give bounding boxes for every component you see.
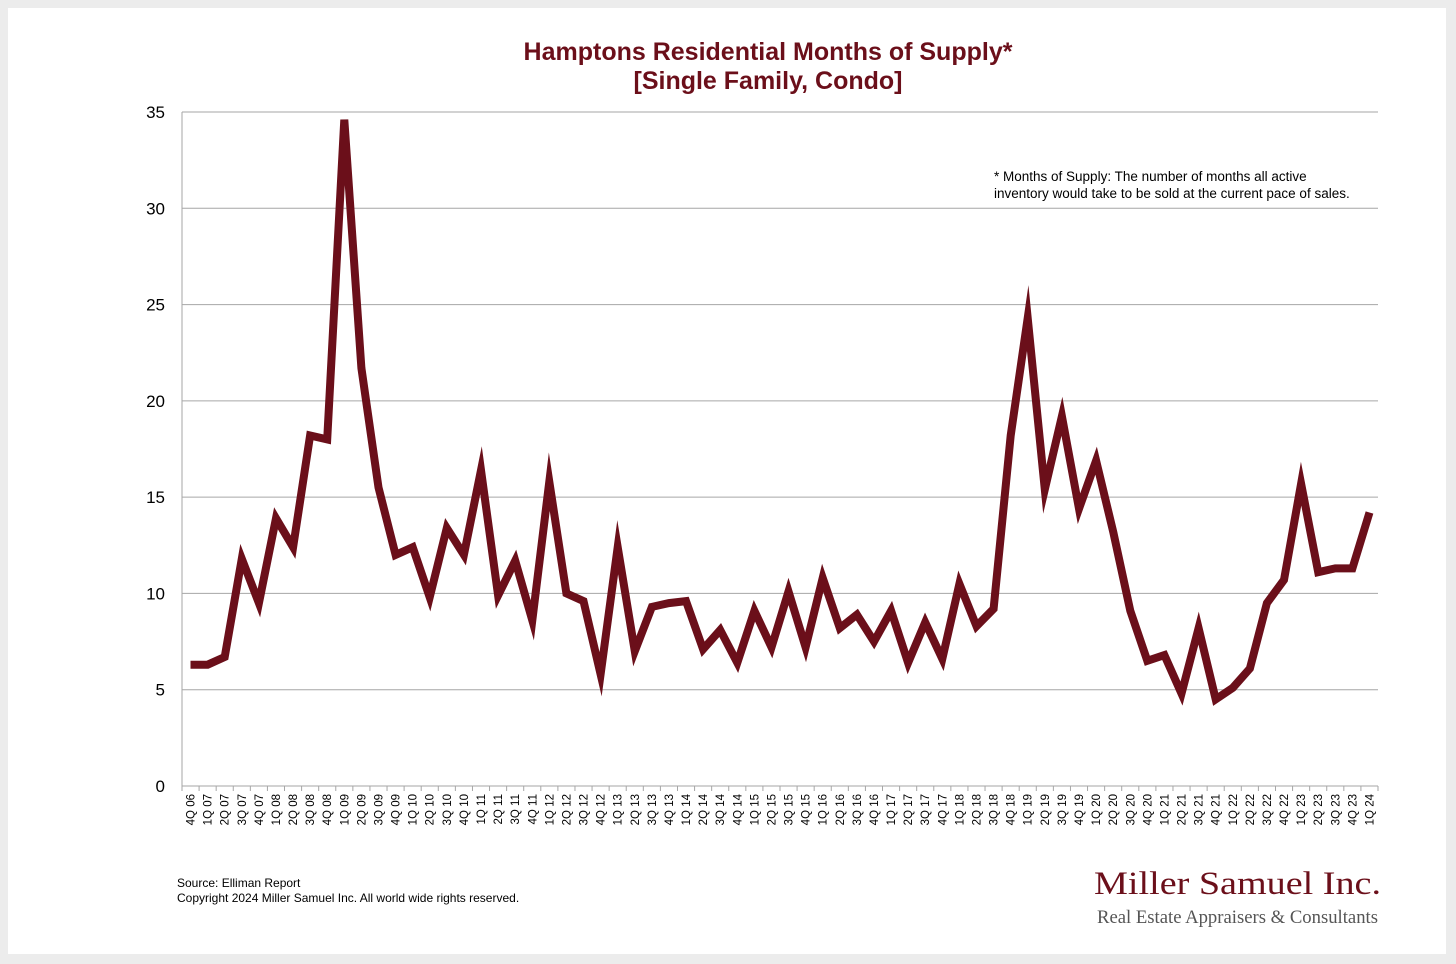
- x-tick-label: 4Q 11: [527, 794, 539, 824]
- chart-title: Hamptons Residential Months of Supply*: [524, 38, 1013, 66]
- x-tick-label: 2Q 17: [903, 794, 915, 825]
- annotation-line-2: inventory would take to be sold at the c…: [994, 186, 1350, 201]
- x-tick-label: 4Q 22: [1279, 794, 1291, 825]
- y-tick-label: 0: [156, 777, 165, 796]
- x-tick-label: 4Q 18: [1006, 794, 1018, 825]
- x-tick-label: 1Q 11: [476, 794, 488, 824]
- x-tick-label: 1Q 19: [1023, 794, 1035, 825]
- x-tick-label: 3Q 23: [1330, 794, 1342, 825]
- x-tick-label: 3Q 19: [1057, 794, 1069, 825]
- x-tick-label: 3Q 09: [373, 794, 385, 825]
- x-tick-label: 1Q 24: [1364, 793, 1376, 825]
- series-line: [190, 119, 1374, 706]
- x-tick-label: 4Q 13: [664, 794, 676, 825]
- y-tick-label: 30: [146, 199, 165, 218]
- x-tick-label: 2Q 14: [698, 793, 710, 825]
- x-tick-label: 2Q 21: [1177, 794, 1189, 825]
- x-tick-label: 3Q 08: [305, 794, 317, 825]
- x-tick-label: 3Q 22: [1262, 794, 1274, 825]
- x-tick-label: 4Q 19: [1074, 794, 1086, 825]
- x-tick-label: 4Q 10: [459, 794, 471, 825]
- x-tick-label: 3Q 12: [579, 794, 591, 825]
- x-tick-label: 1Q 07: [203, 794, 215, 825]
- x-tick-label: 4Q 16: [869, 794, 881, 825]
- y-tick-label: 15: [146, 488, 165, 507]
- series-layer: [190, 119, 1374, 706]
- line-chart: Hamptons Residential Months of Supply* […: [146, 38, 1381, 928]
- x-tick-label: 4Q 17: [937, 794, 949, 825]
- x-tick-label: 3Q 14: [715, 793, 727, 825]
- x-tick-label: 3Q 13: [647, 794, 659, 825]
- x-tick-label: 1Q 16: [818, 794, 830, 825]
- x-tick-label: 4Q 14: [732, 793, 744, 825]
- x-tick-label: 1Q 13: [613, 794, 625, 825]
- chart-subtitle: [Single Family, Condo]: [634, 67, 903, 95]
- annotation-line-1: * Months of Supply: The number of months…: [994, 169, 1307, 184]
- x-tick-label: 1Q 14: [681, 793, 693, 825]
- x-tick-label: 3Q 11: [510, 794, 522, 824]
- x-tick-label: 2Q 23: [1313, 794, 1325, 825]
- x-tick-label: 4Q 08: [322, 794, 334, 825]
- axes: [181, 112, 1378, 787]
- x-tick-label: 4Q 09: [391, 794, 403, 825]
- x-tick-label: 3Q 07: [237, 794, 249, 825]
- x-tick-label: 1Q 23: [1296, 794, 1308, 825]
- x-tick-label: 1Q 09: [339, 794, 351, 825]
- x-tick-label: 1Q 10: [408, 794, 420, 825]
- x-tick-label: 2Q 10: [425, 794, 437, 825]
- x-tick-label: 3Q 21: [1194, 794, 1206, 825]
- y-tick-label: 5: [156, 681, 165, 700]
- source-note: Source: Elliman Report: [177, 876, 301, 890]
- x-tick-label: 2Q 09: [356, 794, 368, 825]
- x-tick-label: 2Q 16: [835, 794, 847, 825]
- x-tick-label: 1Q 08: [271, 794, 283, 825]
- x-tick-label: 2Q 13: [630, 794, 642, 825]
- x-tick-label: 1Q 12: [544, 794, 556, 825]
- x-tick-label: 1Q 22: [1228, 794, 1240, 825]
- x-tick-label: 1Q 18: [954, 794, 966, 825]
- y-tick-label: 25: [146, 296, 165, 315]
- x-tick-label: 4Q 23: [1347, 794, 1359, 825]
- x-tick-label: 3Q 17: [920, 794, 932, 825]
- x-tick-label: 1Q 17: [886, 794, 898, 825]
- x-tick-label: 3Q 20: [1125, 794, 1137, 825]
- x-tick-label: 4Q 06: [186, 794, 198, 825]
- y-tick-label: 10: [146, 584, 165, 603]
- x-tick-label: 2Q 15: [766, 794, 778, 825]
- x-tick-label: 4Q 20: [1142, 794, 1154, 825]
- y-axis-ticks: 0 5 10 15 20 25 30 35: [146, 103, 165, 796]
- x-tick-label: 1Q 20: [1091, 794, 1103, 825]
- y-tick-label: 20: [146, 392, 165, 411]
- x-tick-label: 2Q 11: [493, 794, 505, 824]
- x-tick-label: 3Q 16: [852, 794, 864, 825]
- x-tick-label: 2Q 18: [971, 794, 983, 825]
- brand-name: Miller Samuel Inc.: [1094, 866, 1381, 902]
- x-tick-label: 1Q 15: [749, 794, 761, 825]
- x-tick-label: 2Q 08: [288, 794, 300, 825]
- y-tick-label: 35: [146, 103, 165, 122]
- x-tick-label: 4Q 21: [1211, 794, 1223, 825]
- x-tick-label: 2Q 07: [220, 794, 232, 825]
- x-axis-ticks: 4Q 06 1Q 07 2Q 07 3Q 07 4Q 07 1Q 08 2Q 08 3Q 08…: [181, 786, 1379, 825]
- x-tick-label: 2Q 20: [1108, 794, 1120, 825]
- x-tick-label: 4Q 15: [801, 794, 813, 825]
- x-tick-label: 4Q 07: [254, 794, 266, 825]
- x-tick-label: 4Q 12: [596, 794, 608, 825]
- x-tick-label: 2Q 22: [1245, 794, 1257, 825]
- x-tick-label: 2Q 19: [1040, 794, 1052, 825]
- copyright-note: Copyright 2024 Miller Samuel Inc. All wo…: [177, 891, 519, 905]
- chart-frame: Hamptons Residential Months of Supply* […: [8, 8, 1446, 954]
- x-tick-label: 3Q 10: [442, 794, 454, 825]
- x-tick-label: 3Q 15: [784, 794, 796, 825]
- x-tick-label: 2Q 12: [561, 794, 573, 825]
- x-tick-label: 3Q 18: [989, 794, 1001, 825]
- x-tick-label: 1Q 21: [1159, 794, 1171, 825]
- brand-tagline: Real Estate Appraisers & Consultants: [1097, 907, 1378, 928]
